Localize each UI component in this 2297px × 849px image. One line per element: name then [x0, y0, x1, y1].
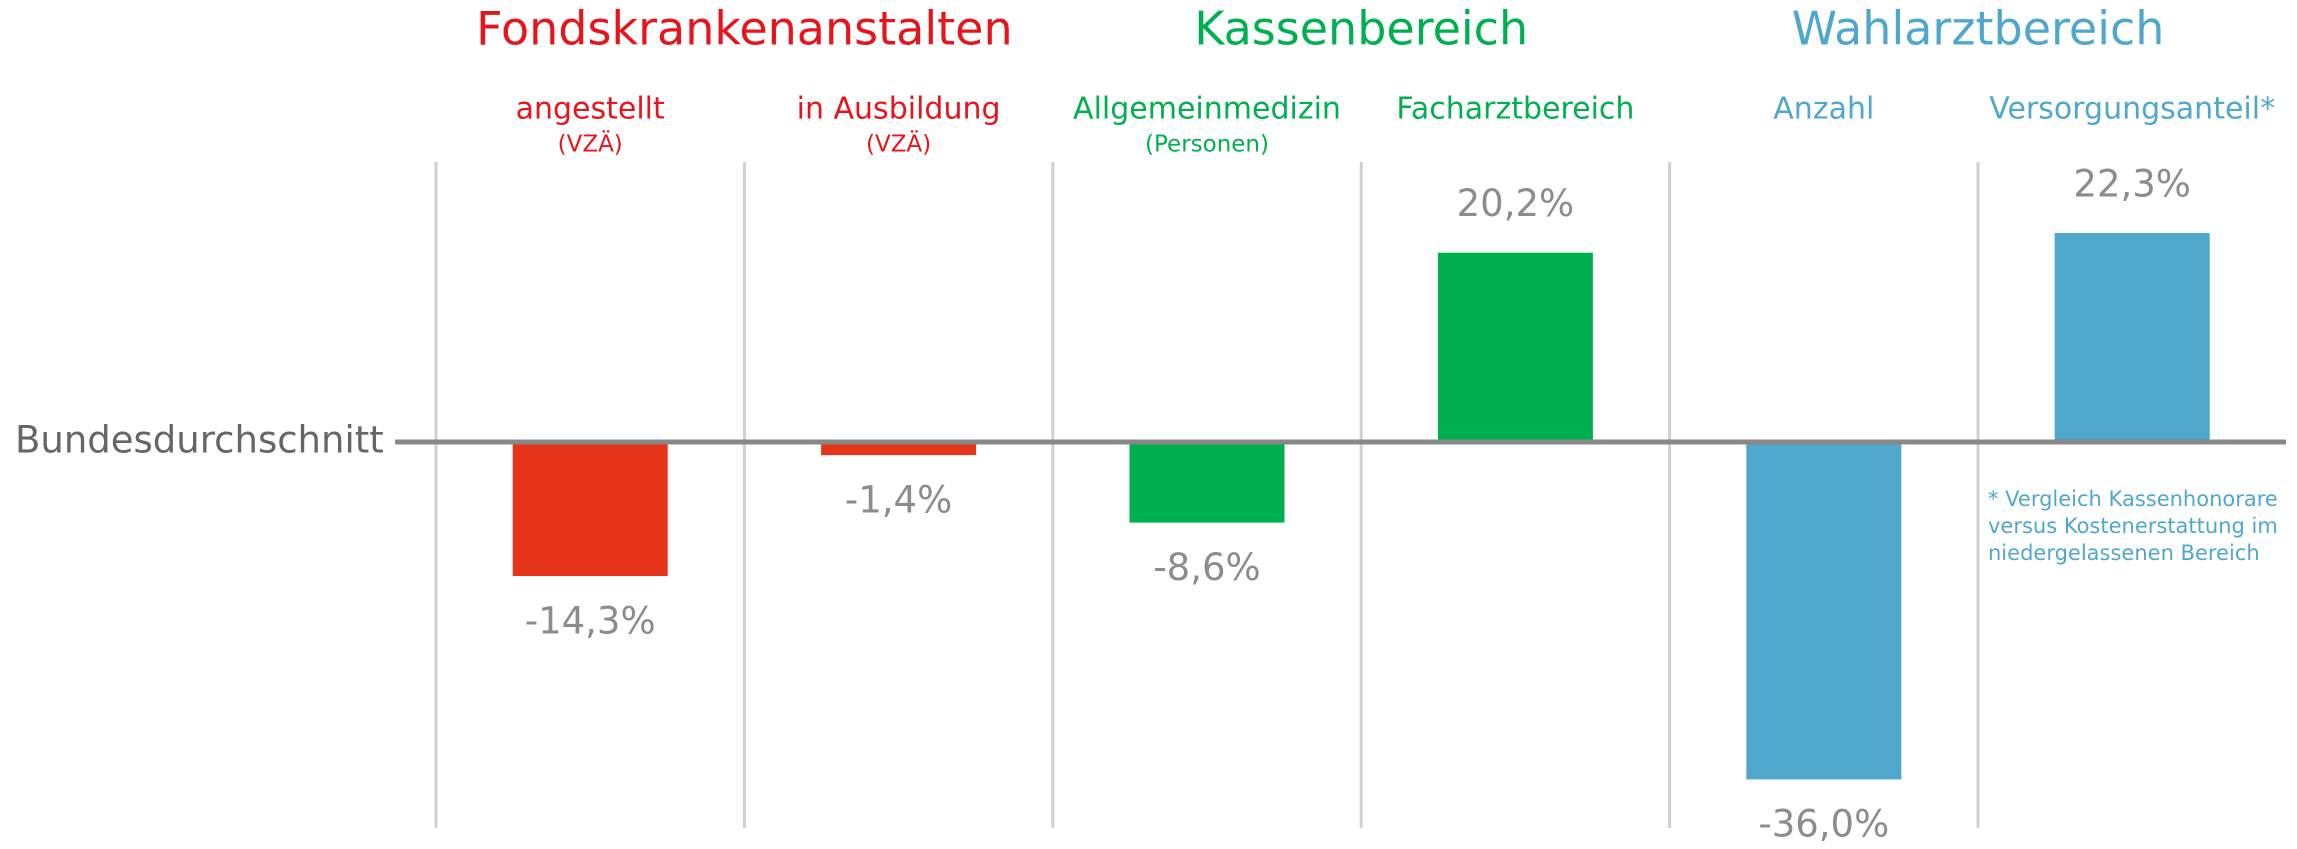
value-label: -36,0% [1758, 803, 1889, 846]
bar [1129, 442, 1285, 523]
category-label: Allgemeinmedizin [1073, 92, 1341, 127]
footnote: * Vergleich Kassenhonorare [1988, 487, 2278, 511]
bar [821, 442, 977, 456]
bar [1746, 442, 1902, 780]
value-label: -8,6% [1153, 546, 1260, 589]
value-label: 22,3% [2073, 163, 2191, 206]
bar [2054, 233, 2210, 442]
category-sublabel: (VZÄ) [558, 130, 623, 158]
category-label: Facharztbereich [1396, 92, 1634, 127]
category-label: angestellt [516, 92, 665, 127]
footnote: versus Kostenerstattung im [1988, 514, 2278, 538]
category-label: Anzahl [1773, 92, 1874, 127]
baseline-label: Bundesdurchschnitt [15, 419, 384, 462]
category-sublabel: (Personen) [1145, 132, 1269, 158]
group-title: Kassenbereich [1194, 2, 1528, 56]
footnote: niedergelassenen Bereich [1988, 541, 2260, 565]
category-label: in Ausbildung [797, 92, 1001, 127]
value-label: 20,2% [1457, 182, 1575, 225]
category-label: Versorgungsanteil* [1989, 92, 2275, 127]
bar [1437, 252, 1593, 442]
group-title: Wahlarztbereich [1792, 2, 2165, 56]
value-label: -1,4% [845, 479, 952, 522]
group-title: Fondskrankenanstalten [476, 2, 1012, 56]
category-sublabel: (VZÄ) [866, 130, 931, 158]
bar [512, 442, 668, 577]
value-label: -14,3% [525, 600, 656, 643]
